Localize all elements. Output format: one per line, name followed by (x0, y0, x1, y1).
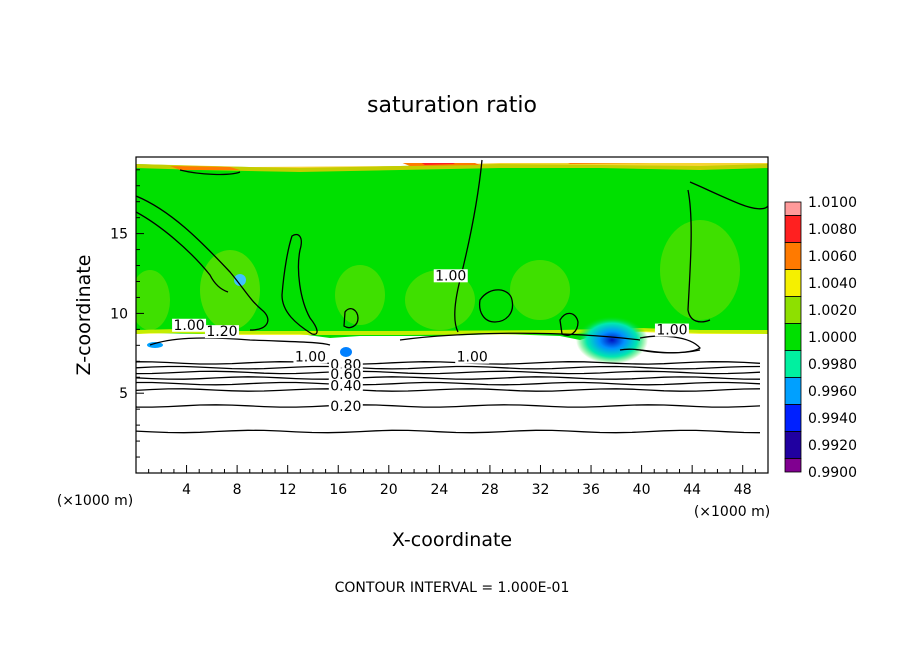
contour-label-bg-2 (293, 350, 328, 364)
colorbar-swatch-9 (784, 431, 802, 459)
contour-line-1 (136, 404, 761, 408)
colorbar-label-10: 0.9900 (808, 465, 857, 481)
colorbar-swatch-7 (784, 377, 802, 405)
colorbar-swatch-2 (784, 242, 802, 270)
colorbar-label-6: 0.9980 (808, 357, 857, 373)
colorbar-swatch-5 (784, 323, 802, 351)
contour-line-6 (136, 365, 761, 370)
y-tick-label-15: 15 (110, 227, 128, 243)
contour-label-8: 1.00 (457, 350, 488, 366)
colorbar-swatch-1 (784, 215, 802, 243)
colorbar-label-5: 1.0000 (808, 330, 857, 346)
contour-line-4 (136, 376, 761, 380)
x-tick-label-48: 48 (734, 482, 752, 498)
colorbar-label-1: 1.0080 (808, 222, 857, 238)
contour-label-2: 1.00 (295, 350, 326, 366)
green-field (136, 164, 768, 340)
contour-label-bg-9 (654, 323, 689, 337)
colorbar-swatch-10 (784, 458, 802, 473)
chart-title: saturation ratio (367, 93, 537, 118)
x-axis: 4 8 12 16 20 24 28 32 36 40 44 48 (148, 465, 756, 498)
x-unit-right: (×1000 m) (694, 504, 770, 520)
contour-label-bg-5 (328, 379, 363, 393)
colorbar-swatch-6 (784, 350, 802, 378)
x-tick-label-4: 4 (182, 482, 191, 498)
contour-label-bg-6 (328, 400, 363, 414)
contour-label-6: 0.20 (330, 399, 361, 415)
x-tick-label-40: 40 (633, 482, 651, 498)
colorbar-label-3: 1.0040 (808, 276, 857, 292)
contour-line-0 (136, 429, 761, 434)
x-tick-label-12: 12 (279, 482, 297, 498)
x-axis-label: X-coordinate (392, 529, 512, 551)
contour-line-3 (136, 381, 761, 386)
contour-label-bg-0 (172, 318, 207, 332)
contour-line-2 (136, 388, 761, 392)
contour-label-0: 1.00 (174, 318, 205, 334)
x-tick-label-8: 8 (233, 482, 242, 498)
x-tick-label-20: 20 (380, 482, 398, 498)
contour-line-7 (136, 361, 761, 365)
x-tick-label-28: 28 (481, 482, 499, 498)
contour-line-5 (136, 370, 761, 375)
colorbar-label-2: 1.0060 (808, 249, 857, 265)
contour-label-4: 0.60 (330, 367, 361, 383)
contour-label-9: 1.00 (656, 323, 687, 339)
colorbar-label-8: 0.9940 (808, 411, 857, 427)
y-tick-label-5: 5 (119, 386, 128, 402)
y-tick-label-10: 10 (110, 306, 128, 322)
colorbar: 1.0100 1.0080 1.0060 1.0040 1.0020 1.0000 0.99… (784, 195, 857, 481)
colorbar-swatch-8 (784, 404, 802, 432)
x-tick-label-36: 36 (582, 482, 600, 498)
contour-label-5: 0.40 (330, 378, 361, 394)
colorbar-swatch-0 (784, 201, 802, 216)
colorbar-swatch-3 (784, 269, 802, 297)
colorbar-label-7: 0.9960 (808, 384, 857, 400)
y-axis: 5 10 15 (110, 169, 144, 458)
contour-label-7: 1.00 (435, 268, 466, 284)
x-unit-left: (×1000 m) (57, 493, 133, 509)
y-axis-label: Z-coordinate (73, 255, 95, 376)
colorbar-label-0: 1.0100 (808, 195, 857, 211)
contour-label-bg-1 (204, 325, 239, 339)
x-tick-label-44: 44 (683, 482, 701, 498)
colorbar-label-4: 1.0020 (808, 303, 857, 319)
colorbar-swatch-4 (784, 296, 802, 324)
contour-interval-note: CONTOUR INTERVAL = 1.000E-01 (335, 580, 570, 596)
x-tick-label-16: 16 (329, 482, 347, 498)
contour-labels: 1.00 1.201.00 0.800.600.400.201.001.001.00 (172, 268, 689, 415)
contour-label-1: 1.20 (206, 324, 237, 340)
plot-area (136, 157, 768, 473)
colorbar-label-9: 0.9920 (808, 438, 857, 454)
x-tick-label-24: 24 (430, 482, 448, 498)
contour-label-bg-4 (328, 368, 363, 382)
contour-label-bg-7 (433, 269, 468, 283)
x-tick-label-32: 32 (532, 482, 550, 498)
contour-label-bg-8 (455, 350, 490, 364)
